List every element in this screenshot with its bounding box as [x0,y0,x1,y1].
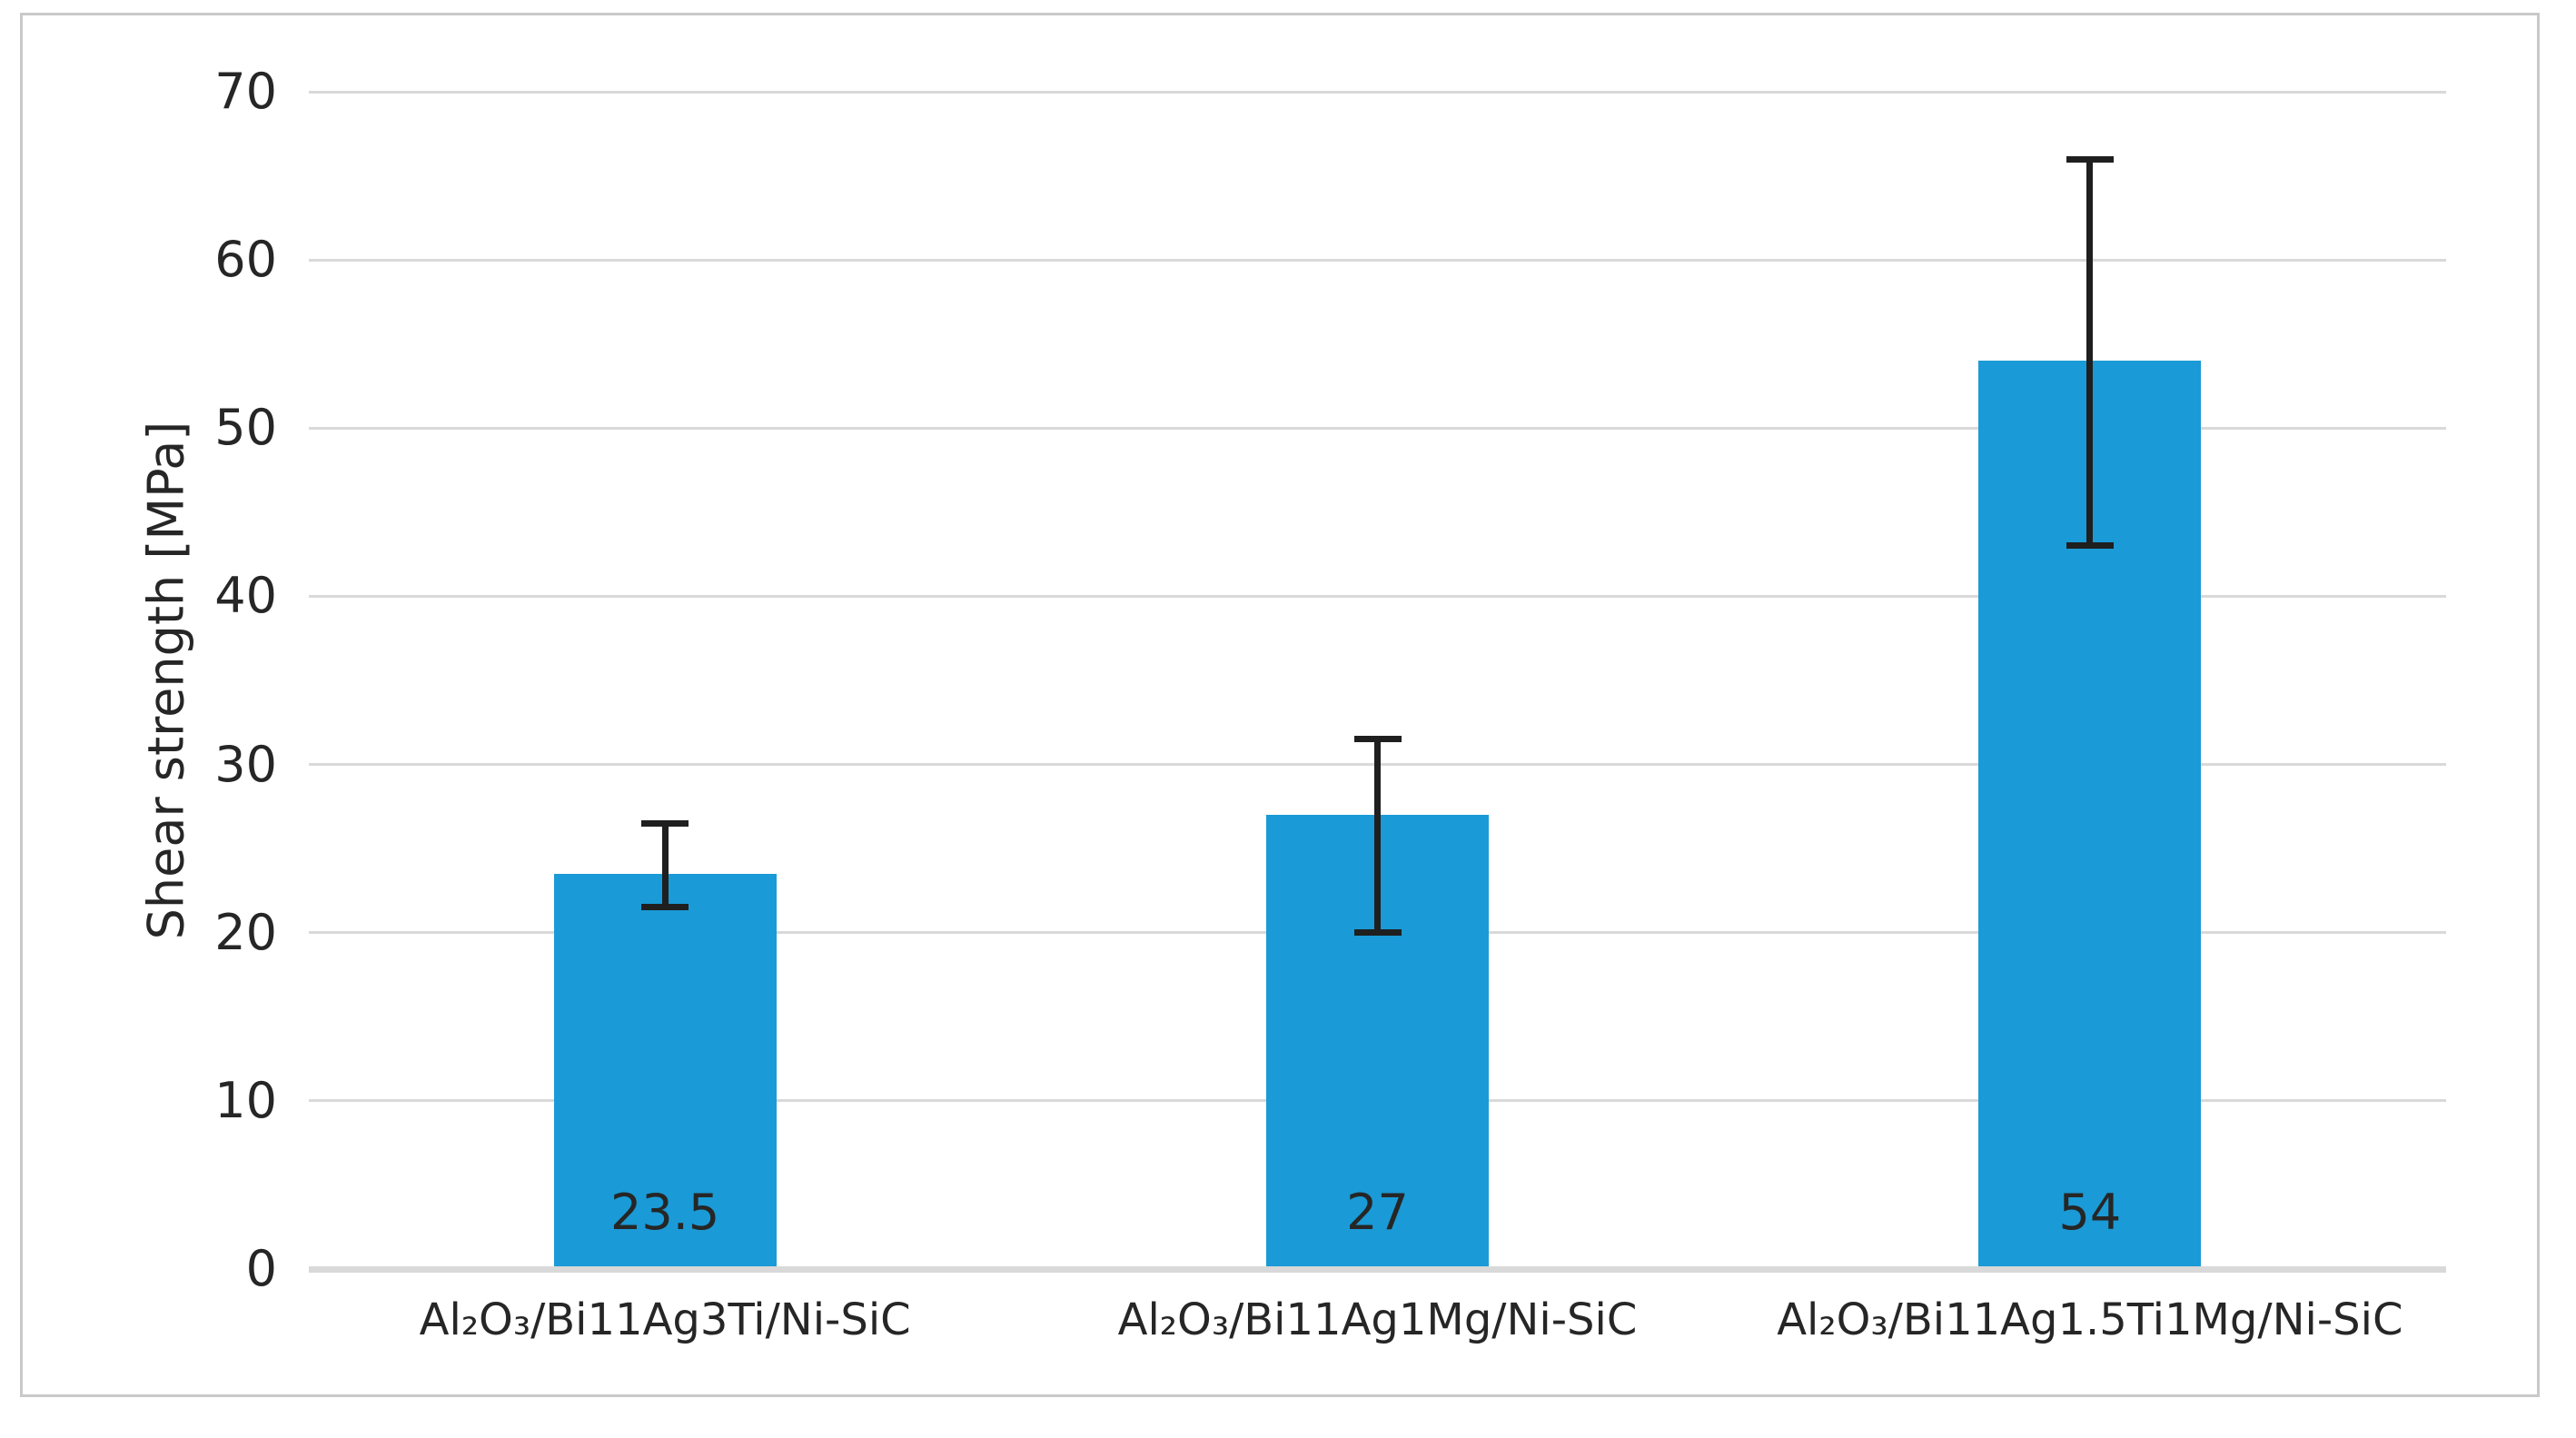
error-bar-cap-top-2 [1353,736,1402,743]
y-tick-label-20: 20 [214,903,277,961]
bar-1 [553,873,777,1269]
error-bar-cap-bottom-1 [641,904,689,911]
gridline-y-60 [309,258,2446,262]
error-bar-cap-bottom-3 [2066,542,2114,550]
category-label-3: Al₂O₃/Bi11Ag1.5Ti1Mg/Ni-SiC [1777,1294,2403,1345]
category-label-1: Al₂O₃/Bi11Ag3Ti/Ni-SiC [419,1294,911,1345]
y-tick-label-60: 60 [214,231,277,289]
gridline-y-70 [309,90,2446,94]
y-axis-title: Shear strength [MPa] [137,421,195,940]
y-tick-label-40: 40 [214,567,277,625]
bar-value-label-1: 23.5 [610,1184,720,1241]
bar-value-label-3: 54 [2058,1184,2122,1241]
y-tick-label-70: 70 [214,63,277,120]
gridline-y-50 [309,426,2446,430]
gridline-y-40 [309,594,2446,598]
error-bar-line-1 [661,823,669,907]
category-label-2: Al₂O₃/Bi11Ag1Mg/Ni-SiC [1117,1294,1638,1345]
x-axis-line [309,1265,2446,1273]
error-bar-cap-top-3 [2066,155,2114,163]
error-bar-cap-bottom-2 [1353,929,1402,937]
bar-value-label-2: 27 [1346,1184,1409,1241]
error-bar-line-3 [2086,159,2094,546]
y-tick-label-50: 50 [214,399,277,457]
y-tick-label-10: 10 [214,1071,277,1129]
y-tick-label-30: 30 [214,735,277,793]
error-bar-line-2 [1374,739,1381,933]
y-tick-label-0: 0 [245,1240,277,1297]
error-bar-cap-top-1 [641,819,689,827]
